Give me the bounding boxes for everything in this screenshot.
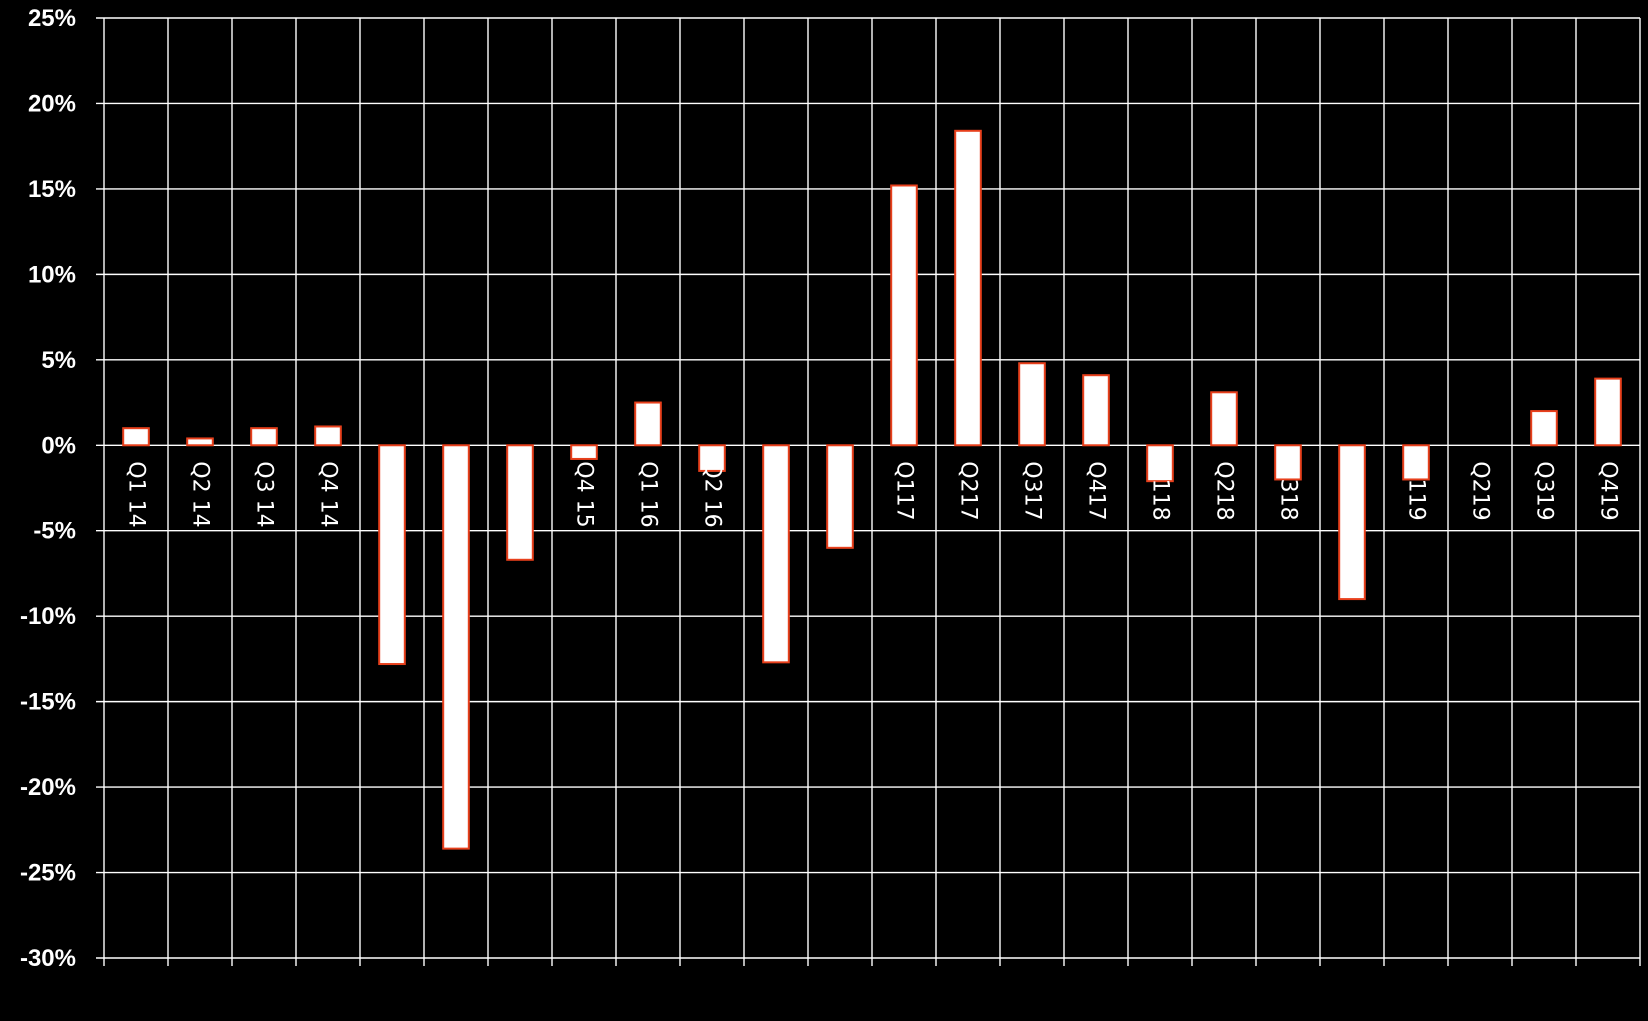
bar — [1402, 444, 1430, 481]
bar — [1210, 391, 1238, 447]
y-tick-label: -20% — [20, 774, 76, 801]
x-tick-label: Q419 — [1596, 461, 1621, 520]
y-tick-label: -10% — [20, 603, 76, 630]
x-tick-label: Q1 16 — [636, 461, 661, 527]
x-tick-label: Q218 — [1212, 461, 1237, 520]
bar — [1338, 444, 1366, 601]
x-tick-label: Q1 14 — [124, 461, 149, 527]
y-tick-label: 15% — [28, 176, 76, 203]
bar — [826, 444, 854, 549]
y-tick-label: -30% — [20, 945, 76, 972]
y-tick-label: 10% — [28, 261, 76, 288]
x-tick-label: Q417 — [1084, 461, 1109, 520]
bar — [122, 427, 150, 447]
bar — [1530, 410, 1558, 447]
bar — [634, 401, 662, 447]
bars — [122, 129, 1622, 850]
bar — [314, 425, 342, 447]
bar — [1082, 374, 1110, 447]
x-axis-tick-labels: Q1 14 Q2 14 Q3 14 Q4 14 Q4 15 Q1 16 Q2 16 Q117 Q… — [124, 461, 1621, 527]
bar — [954, 129, 982, 447]
y-tick-label: -5% — [33, 518, 76, 545]
bar — [698, 444, 726, 472]
bar — [378, 444, 406, 666]
y-tick-label: -15% — [20, 689, 76, 716]
bar — [250, 427, 278, 447]
bar — [506, 444, 534, 561]
x-tick-label: Q318 — [1276, 461, 1301, 520]
grid-lines — [96, 17, 1641, 966]
x-tick-label: Q4 14 — [316, 461, 341, 527]
y-tick-label: -25% — [20, 860, 76, 887]
x-tick-label: Q119 — [1404, 461, 1429, 520]
x-tick-label: Q317 — [1020, 461, 1045, 520]
bar — [1018, 362, 1046, 447]
y-tick-label: 5% — [41, 347, 76, 374]
y-tick-label: 0% — [41, 432, 76, 459]
bar — [442, 444, 470, 850]
y-axis-tick-labels: 25% 20% 15% 10% 5% 0% -5% -10% -15% -20% -25% -30% — [20, 5, 76, 972]
y-tick-label: 25% — [28, 5, 76, 32]
x-tick-label: Q219 — [1468, 461, 1493, 520]
bar — [186, 437, 214, 447]
x-tick-label: Q217 — [956, 461, 981, 520]
bar — [1274, 444, 1302, 481]
bar — [1594, 377, 1622, 447]
y-tick-label: 20% — [28, 90, 76, 117]
x-tick-label: Q2 16 — [700, 461, 725, 527]
x-tick-label: Q319 — [1532, 461, 1557, 520]
x-tick-label: Q3 14 — [252, 461, 277, 527]
bar — [1146, 444, 1174, 483]
x-tick-label: Q2 14 — [188, 461, 213, 527]
x-tick-label: Q117 — [892, 461, 917, 520]
bar — [570, 444, 598, 460]
bar — [890, 184, 918, 447]
x-tick-label: Q4 15 — [572, 461, 597, 527]
x-tick-label: Q118 — [1148, 461, 1173, 520]
bar — [762, 444, 790, 664]
